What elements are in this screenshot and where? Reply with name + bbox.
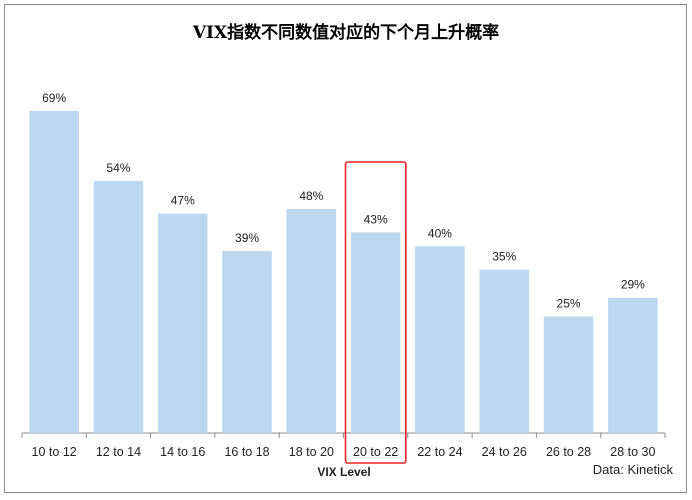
bar-value-label: 47% bbox=[171, 194, 195, 208]
x-tick-label: 16 to 18 bbox=[224, 445, 269, 459]
x-tick-label: 28 to 30 bbox=[610, 445, 655, 459]
data-source-note: Data: Kinetick bbox=[593, 462, 674, 477]
x-tick-label: 18 to 20 bbox=[289, 445, 334, 459]
bar bbox=[415, 246, 465, 433]
bar bbox=[29, 111, 79, 433]
bar bbox=[608, 297, 658, 433]
bar-value-label: 29% bbox=[621, 278, 645, 292]
tick-marks-group bbox=[21, 433, 666, 438]
x-axis-title: VIX Level bbox=[317, 465, 370, 479]
x-tick-label: 26 to 28 bbox=[546, 445, 591, 459]
bar-value-label: 69% bbox=[42, 91, 66, 105]
x-tick-label: 14 to 16 bbox=[160, 445, 205, 459]
bar-value-label: 48% bbox=[299, 189, 323, 203]
bar-value-label: 54% bbox=[106, 161, 130, 175]
bar bbox=[157, 213, 208, 433]
x-tick-label: 24 to 26 bbox=[482, 445, 527, 459]
highlight-box bbox=[344, 161, 407, 464]
bar bbox=[286, 209, 337, 433]
x-tick-label: 22 to 24 bbox=[417, 445, 462, 459]
bar bbox=[350, 232, 401, 433]
x-tick-label: 12 to 14 bbox=[96, 445, 141, 459]
bar-value-label: 43% bbox=[364, 212, 388, 226]
chart-title: VIX指数不同数值对应的下个月上升概率 bbox=[192, 23, 500, 43]
tick-labels-group: 10 to 12 12 to 14 14 to 16 16 to 18 18 to 20… bbox=[32, 445, 656, 459]
bar-value-label: 39% bbox=[235, 231, 259, 245]
bar bbox=[222, 251, 272, 433]
x-tick-label: 10 to 12 bbox=[32, 445, 77, 459]
bar-value-label: 40% bbox=[428, 226, 452, 240]
bar-value-label: 25% bbox=[557, 296, 581, 310]
bar bbox=[479, 269, 530, 433]
bar bbox=[93, 181, 144, 433]
data-labels-group: 69% 54% 47% 39% 48% 43% 40% 35% 25% 29% bbox=[42, 91, 645, 310]
x-tick-label: 20 to 22 bbox=[353, 445, 398, 459]
bar-value-label: 35% bbox=[492, 250, 516, 264]
bar bbox=[543, 316, 594, 433]
bars-group bbox=[29, 111, 658, 433]
